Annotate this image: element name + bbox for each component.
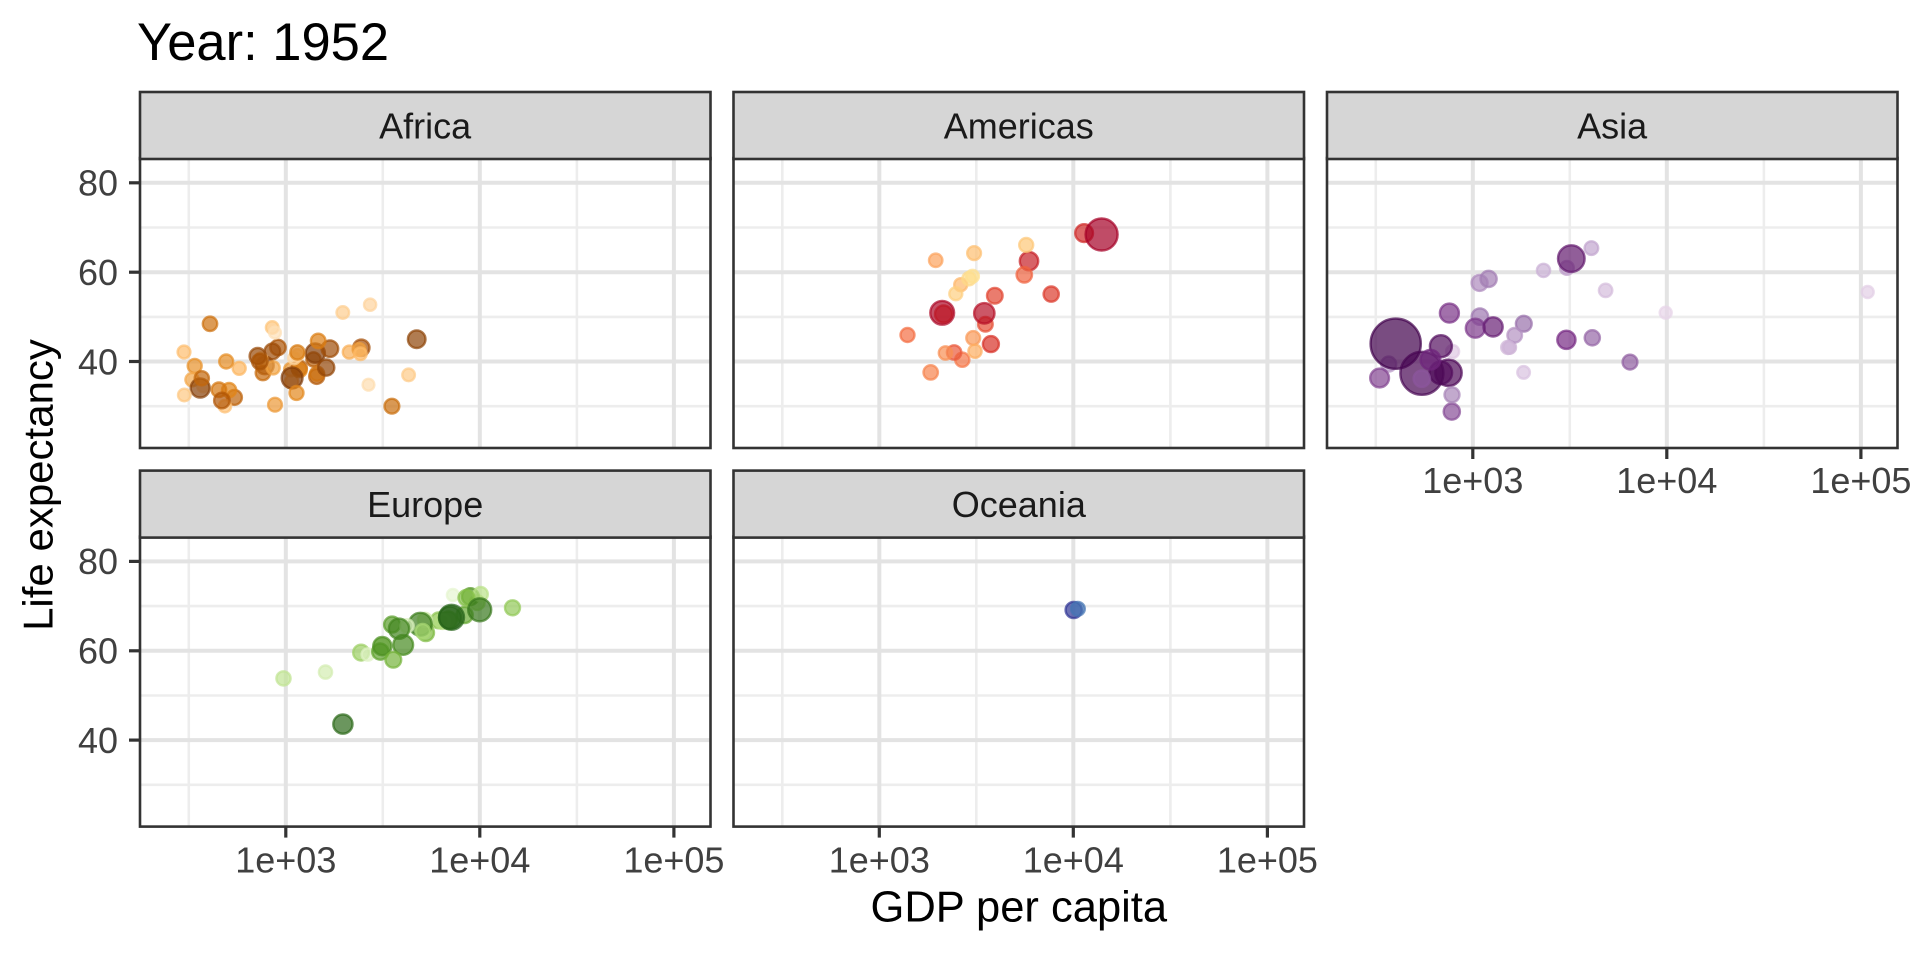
svg-text:40: 40 bbox=[78, 341, 118, 382]
svg-text:1e+05: 1e+05 bbox=[623, 840, 724, 881]
svg-text:1e+04: 1e+04 bbox=[429, 840, 530, 881]
svg-text:GDP per capita: GDP per capita bbox=[870, 884, 1167, 932]
svg-text:80: 80 bbox=[78, 541, 118, 582]
svg-text:40: 40 bbox=[78, 720, 118, 761]
svg-text:Africa: Africa bbox=[379, 105, 472, 146]
svg-text:1e+04: 1e+04 bbox=[1616, 460, 1717, 501]
svg-text:Asia: Asia bbox=[1577, 105, 1648, 146]
svg-text:1e+03: 1e+03 bbox=[235, 840, 336, 881]
svg-text:1e+03: 1e+03 bbox=[1422, 460, 1523, 501]
svg-text:Americas: Americas bbox=[944, 105, 1094, 146]
svg-text:Life expectancy: Life expectancy bbox=[14, 339, 61, 631]
svg-text:Year: 1952: Year: 1952 bbox=[137, 13, 389, 72]
svg-text:80: 80 bbox=[78, 163, 118, 204]
svg-text:Oceania: Oceania bbox=[952, 484, 1087, 525]
svg-text:1e+05: 1e+05 bbox=[1810, 460, 1911, 501]
svg-text:1e+05: 1e+05 bbox=[1217, 840, 1318, 881]
svg-text:60: 60 bbox=[78, 252, 118, 293]
svg-text:Europe: Europe bbox=[367, 484, 483, 525]
svg-text:60: 60 bbox=[78, 631, 118, 672]
svg-text:1e+04: 1e+04 bbox=[1023, 840, 1124, 881]
svg-text:1e+03: 1e+03 bbox=[829, 840, 930, 881]
